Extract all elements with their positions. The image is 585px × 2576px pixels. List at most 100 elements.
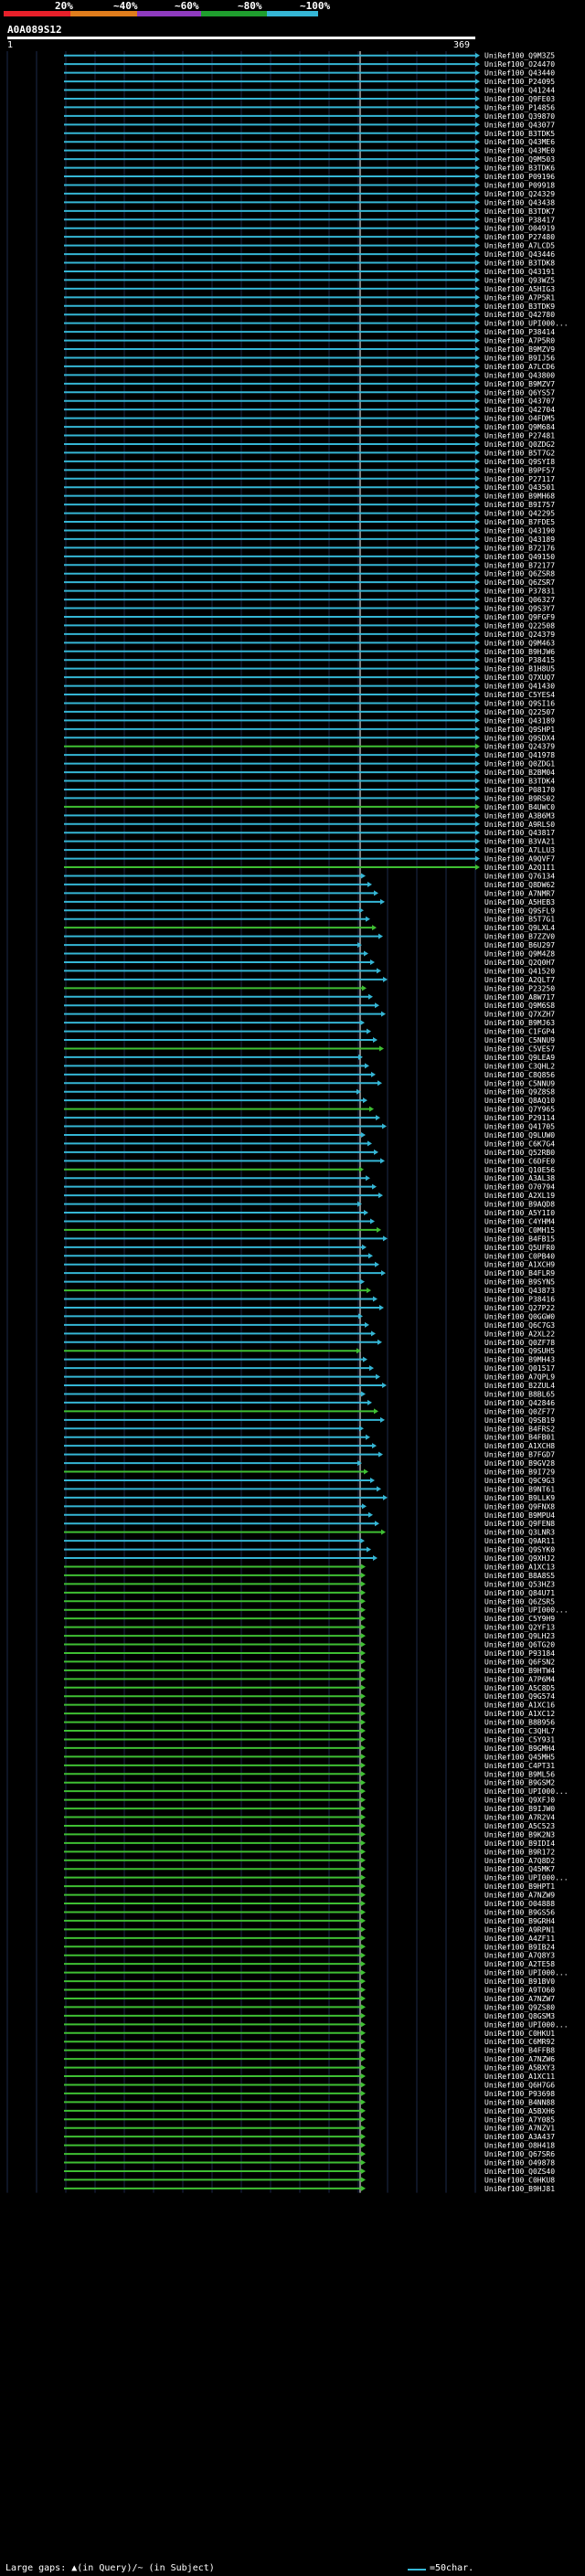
hit-label[interactable]: UniRef100_A1XC12 <box>484 1710 555 1718</box>
hit-label[interactable]: UniRef100_A7NMR7 <box>484 889 555 897</box>
hit-row[interactable]: UniRef100_Q6YS57 <box>64 388 555 397</box>
hit-row[interactable]: UniRef100_UPI000... <box>64 1969 569 1977</box>
hit-row[interactable]: UniRef100_C0HKU8 <box>64 2176 555 2184</box>
hit-label[interactable]: UniRef100_A5C8D5 <box>484 1684 555 1692</box>
hit-row[interactable]: UniRef100_Q27P22 <box>64 1304 555 1312</box>
hit-row[interactable]: UniRef100_Q22507 <box>64 708 555 716</box>
hit-label[interactable]: UniRef100_B7FGD7 <box>484 1451 555 1459</box>
hit-row[interactable]: UniRef100_Q42846 <box>64 1399 555 1407</box>
hit-row[interactable]: UniRef100_Q9SYI8 <box>64 458 555 466</box>
hit-row[interactable]: UniRef100_B9GV28 <box>64 1459 555 1468</box>
hit-row[interactable]: UniRef100_Q9FGF9 <box>64 613 555 621</box>
hit-row[interactable]: UniRef100_B9HJW6 <box>64 648 555 656</box>
hit-label[interactable]: UniRef100_A3B6M3 <box>484 811 555 820</box>
hit-label[interactable]: UniRef100_A7QPL9 <box>484 1373 555 1382</box>
hit-row[interactable]: UniRef100_P14856 <box>64 103 555 111</box>
hit-row[interactable]: UniRef100_P29114 <box>64 1114 555 1122</box>
hit-row[interactable]: UniRef100_B6U297 <box>64 941 555 949</box>
hit-row[interactable]: UniRef100_Q43438 <box>64 198 555 207</box>
hit-label[interactable]: UniRef100_O04919 <box>484 225 555 233</box>
hit-row[interactable]: UniRef100_C0PB40 <box>64 1252 555 1260</box>
hit-label[interactable]: UniRef100_B9HJ81 <box>484 2185 555 2193</box>
hit-label[interactable]: UniRef100_Q9M684 <box>484 423 555 431</box>
hit-label[interactable]: UniRef100_O24470 <box>484 60 555 69</box>
hit-label[interactable]: UniRef100_B1H8U5 <box>484 665 555 673</box>
hit-label[interactable]: UniRef100_Q9M503 <box>484 155 555 164</box>
hit-row[interactable]: UniRef100_A5BXY3 <box>64 2064 555 2072</box>
hit-row[interactable]: UniRef100_B9IB24 <box>64 1943 555 1951</box>
hit-row[interactable]: UniRef100_Q43440 <box>64 69 555 78</box>
hit-row[interactable]: UniRef100_C5NNU9 <box>64 1036 555 1044</box>
hit-label[interactable]: UniRef100_Q49150 <box>484 553 555 561</box>
hit-row[interactable]: UniRef100_Q9SHP1 <box>64 726 555 734</box>
hit-label[interactable]: UniRef100_Q9LXL4 <box>484 924 555 932</box>
hit-label[interactable]: UniRef100_A7P6M4 <box>484 1675 555 1683</box>
hit-label[interactable]: UniRef100_P08170 <box>484 786 555 794</box>
hit-label[interactable]: UniRef100_B6U297 <box>484 941 555 949</box>
hit-row[interactable]: UniRef100_Q0ZDG1 <box>64 760 555 769</box>
hit-label[interactable]: UniRef100_P09196 <box>484 173 555 181</box>
hit-label[interactable]: UniRef100_Q24379 <box>484 743 555 751</box>
hit-label[interactable]: UniRef100_B72177 <box>484 561 555 569</box>
hit-row[interactable]: UniRef100_C3QHL7 <box>64 1727 555 1735</box>
hit-row[interactable]: UniRef100_B9IDI4 <box>64 1839 555 1848</box>
hit-label[interactable]: UniRef100_Q0ZS40 <box>484 2168 555 2176</box>
hit-label[interactable]: UniRef100_Q42846 <box>484 1399 555 1407</box>
hit-label[interactable]: UniRef100_B9I729 <box>484 1468 555 1477</box>
hit-label[interactable]: UniRef100_Q43189 <box>484 716 555 725</box>
hit-row[interactable]: UniRef100_Q10E56 <box>64 1166 555 1174</box>
hit-row[interactable]: UniRef100_UPI000... <box>64 1606 569 1615</box>
hit-row[interactable]: UniRef100_C5VES7 <box>64 1044 555 1053</box>
hit-label[interactable]: UniRef100_B7ZZV0 <box>484 933 555 941</box>
hit-label[interactable]: UniRef100_B9HPT1 <box>484 1882 555 1891</box>
hit-row[interactable]: UniRef100_B4FB15 <box>64 1235 555 1243</box>
hit-row[interactable]: UniRef100_Q9M684 <box>64 423 555 431</box>
hit-row[interactable]: UniRef100_A1XC13 <box>64 1563 555 1571</box>
hit-row[interactable]: UniRef100_Q9M503 <box>64 155 555 164</box>
hit-row[interactable]: UniRef100_A3A437 <box>64 2133 555 2141</box>
hit-label[interactable]: UniRef100_Q5UFR0 <box>484 1244 555 1252</box>
hit-label[interactable]: UniRef100_A5BXH6 <box>484 2107 555 2115</box>
hit-label[interactable]: UniRef100_A5C523 <box>484 1822 555 1830</box>
hit-row[interactable]: UniRef100_B9GRH4 <box>64 1917 555 1925</box>
hit-row[interactable]: UniRef100_B9NT61 <box>64 1485 555 1493</box>
hit-row[interactable]: UniRef100_C6DFE0 <box>64 1157 555 1165</box>
hit-row[interactable]: UniRef100_Q6ZSR8 <box>64 570 555 578</box>
hit-label[interactable]: UniRef100_Q8GSM3 <box>484 2012 555 2020</box>
hit-label[interactable]: UniRef100_Q43438 <box>484 198 555 207</box>
hit-label[interactable]: UniRef100_A3A437 <box>484 2133 555 2141</box>
hit-row[interactable]: UniRef100_Q6H7G6 <box>64 2081 555 2089</box>
hit-label[interactable]: UniRef100_A8W717 <box>484 993 555 1002</box>
hit-label[interactable]: UniRef100_Q7XUQ7 <box>484 673 555 682</box>
hit-label[interactable]: UniRef100_B3TDK5 <box>484 130 555 138</box>
hit-row[interactable]: UniRef100_Q49150 <box>64 553 555 561</box>
hit-row[interactable]: UniRef100_A8W717 <box>64 993 555 1002</box>
hit-label[interactable]: UniRef100_Q7Y965 <box>484 1106 555 1114</box>
hit-row[interactable]: UniRef100_B9MH43 <box>64 1356 555 1364</box>
hit-label[interactable]: UniRef100_A7LCD5 <box>484 242 555 250</box>
hit-label[interactable]: UniRef100_Q84U71 <box>484 1589 555 1597</box>
hit-label[interactable]: UniRef100_UPI000... <box>484 1874 569 1882</box>
hit-row[interactable]: UniRef100_O04888 <box>64 1900 555 1908</box>
hit-label[interactable]: UniRef100_Q9M4Z8 <box>484 950 555 959</box>
hit-label[interactable]: UniRef100_Q39870 <box>484 112 555 121</box>
hit-row[interactable]: UniRef100_Q0ZS40 <box>64 2168 555 2176</box>
hit-label[interactable]: UniRef100_B9I757 <box>484 501 555 509</box>
hit-row[interactable]: UniRef100_A3AL38 <box>64 1174 555 1182</box>
hit-row[interactable]: UniRef100_A7LLU3 <box>64 846 555 854</box>
hit-label[interactable]: UniRef100_Q0ZDG1 <box>484 760 555 769</box>
hit-row[interactable]: UniRef100_Q43190 <box>64 526 555 535</box>
hit-label[interactable]: UniRef100_Q42704 <box>484 406 555 414</box>
hit-label[interactable]: UniRef100_C4PT31 <box>484 1762 555 1770</box>
hit-label[interactable]: UniRef100_P09918 <box>484 181 555 189</box>
hit-row[interactable]: UniRef100_UPI000... <box>64 1874 569 1882</box>
hit-label[interactable]: UniRef100_B5T7G1 <box>484 916 555 924</box>
hit-label[interactable]: UniRef100_P14856 <box>484 103 555 111</box>
hit-label[interactable]: UniRef100_Q76134 <box>484 872 555 880</box>
hit-row[interactable]: UniRef100_A9QVF7 <box>64 855 555 864</box>
hit-label[interactable]: UniRef100_C5VES7 <box>484 1044 555 1053</box>
hit-row[interactable]: UniRef100_A7R2V4 <box>64 1814 555 1822</box>
hit-label[interactable]: UniRef100_A7NZW6 <box>484 2055 555 2063</box>
hit-label[interactable]: UniRef100_B9IJW0 <box>484 1805 555 1813</box>
hit-label[interactable]: UniRef100_B72176 <box>484 544 555 552</box>
